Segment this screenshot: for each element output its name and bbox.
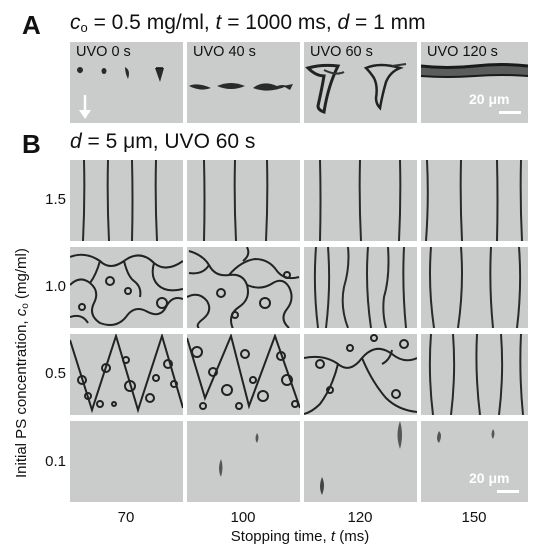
- row-label-1.0: 1.0: [45, 278, 66, 295]
- grid-tile-r3-c4: [421, 334, 528, 415]
- micrograph-stripes: [425, 160, 523, 241]
- uvo-label: UVO 60 s: [310, 44, 373, 60]
- grid-tile-r4-c3: [304, 421, 417, 502]
- micrograph-continuous-film: [421, 42, 528, 78]
- grid-tile-r4-c4: 20 μm: [421, 421, 528, 502]
- x-axis-label: Stopping time, t (ms): [230, 528, 370, 545]
- micrograph-stripes: [319, 160, 402, 241]
- scale-bar-label: 20 μm: [469, 470, 510, 486]
- micrograph-stripes: [82, 160, 158, 241]
- grid-tile-r2-c3: [304, 247, 417, 328]
- micrograph-wavy-stripes: [429, 247, 522, 328]
- micrograph-triangular-network: [70, 334, 183, 414]
- micrograph-triangular-network: [187, 334, 300, 410]
- grid-tile-r2-c2: [187, 247, 300, 328]
- scale-bar-label: 20 μm: [469, 91, 510, 107]
- grid-tile-r1-c4: [421, 160, 528, 241]
- micrograph-wavy-stripes: [313, 247, 407, 328]
- micrograph-cellular-network: [187, 247, 300, 328]
- grid-tile-r3-c3: [304, 334, 417, 415]
- scale-bar: [497, 490, 519, 493]
- micrograph-wavy-stripes: [428, 334, 524, 415]
- panel-a-letter: A: [22, 10, 41, 40]
- y-axis-label: Initial PS concentration, co (mg/ml): [13, 248, 31, 478]
- scale-bar: [499, 111, 521, 114]
- panel-a-header: co = 0.5 mg/ml, t = 1000 ms, d = 1 mm: [70, 11, 426, 36]
- panel-a-tile-uvo-0: UVO 0 s: [70, 42, 183, 123]
- row-label-0.1: 0.1: [45, 453, 66, 470]
- uvo-label: UVO 40 s: [193, 44, 256, 60]
- panel-b-header: d = 5 μm, UVO 60 s: [70, 130, 256, 153]
- col-label-120: 120: [347, 509, 373, 526]
- panel-a-tile-uvo-120: UVO 120 s 20 μm: [421, 42, 528, 123]
- grid-tile-r1-c1: [70, 160, 183, 241]
- row-label-0.5: 0.5: [45, 365, 66, 382]
- micrograph-sparse-droplets: [219, 433, 259, 477]
- down-arrow-icon: [79, 95, 91, 119]
- uvo-label: UVO 120 s: [427, 44, 498, 60]
- micrograph-stripes: [203, 160, 269, 241]
- grid-tile-r3-c1: [70, 334, 183, 415]
- row-label-1.5: 1.5: [45, 191, 66, 208]
- grid-tile-r4-c1: [70, 421, 183, 502]
- col-label-70: 70: [117, 509, 135, 526]
- panel-b-letter: B: [22, 129, 41, 159]
- micrograph-triangular-network: [304, 334, 417, 415]
- grid-tile-r2-c4: [421, 247, 528, 328]
- micrograph-sparse-droplets: [437, 429, 495, 443]
- panel-a-tile-uvo-40: UVO 40 s: [187, 42, 300, 123]
- micrograph-cellular-network: [70, 253, 183, 326]
- micrograph-streaks: [189, 83, 293, 91]
- panel-a-tile-uvo-60: UVO 60 s: [304, 42, 417, 123]
- micrograph-sparse-droplets: [320, 421, 402, 495]
- grid-tile-r1-c3: [304, 160, 417, 241]
- grid-tile-r4-c2: [187, 421, 300, 502]
- col-label-100: 100: [230, 509, 256, 526]
- micrograph-droplets: [77, 67, 164, 82]
- micrograph-films: [305, 63, 407, 114]
- col-label-150: 150: [461, 509, 487, 526]
- uvo-label: UVO 0 s: [76, 44, 131, 60]
- micrograph-empty: [70, 421, 183, 502]
- grid-tile-r1-c2: [187, 160, 300, 241]
- grid-tile-r2-c1: [70, 247, 183, 328]
- grid-tile-r3-c2: [187, 334, 300, 415]
